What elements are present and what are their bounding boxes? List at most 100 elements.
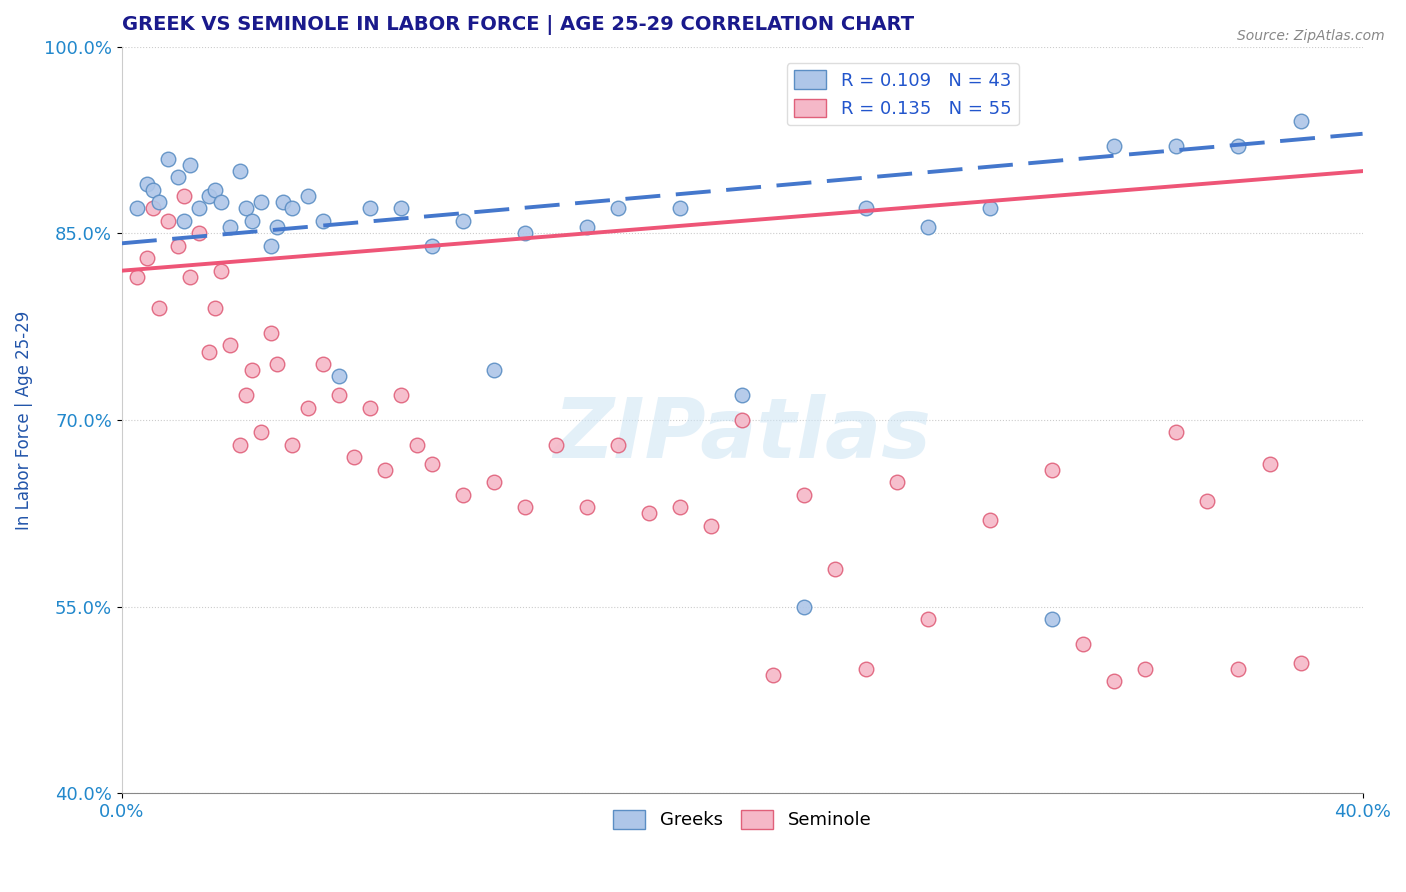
Point (271, 195, 294, 210)
Point (312, 214, 335, 228)
Point (793, 488, 815, 502)
Point (343, 450, 366, 465)
Point (793, 599, 815, 614)
Point (1289, 114, 1312, 128)
Point (197, 189, 219, 203)
Point (405, 438, 427, 452)
Point (731, 388, 754, 402)
Point (451, 488, 474, 502)
Point (546, 438, 568, 452)
Point (148, 301, 170, 315)
Point (359, 202, 381, 216)
Point (1040, 612, 1063, 626)
Point (979, 202, 1001, 216)
Text: Source: ZipAtlas.com: Source: ZipAtlas.com (1237, 29, 1385, 43)
Point (204, 183, 226, 197)
Point (260, 239, 283, 253)
Point (669, 202, 692, 216)
Point (142, 183, 165, 197)
Point (142, 202, 165, 216)
Point (281, 202, 304, 216)
Point (127, 202, 149, 216)
Point (281, 438, 304, 452)
Point (607, 202, 630, 216)
Point (219, 338, 242, 352)
Point (250, 195, 273, 210)
Point (420, 239, 443, 253)
Point (1135, 662, 1157, 676)
Point (127, 269, 149, 284)
Point (576, 220, 599, 235)
Point (482, 475, 505, 490)
Point (312, 357, 335, 371)
Point (209, 263, 232, 277)
Point (1104, 139, 1126, 153)
Point (389, 388, 412, 402)
Point (297, 401, 319, 415)
Point (173, 214, 195, 228)
Point (451, 214, 474, 228)
Point (135, 251, 157, 265)
Point (374, 463, 396, 477)
Point (1197, 494, 1219, 508)
Point (762, 668, 785, 682)
Point (855, 202, 877, 216)
Legend: Greeks, Seminole: Greeks, Seminole (606, 803, 879, 837)
Point (1104, 674, 1126, 689)
Point (260, 326, 283, 340)
Point (731, 413, 754, 427)
Point (1289, 656, 1312, 670)
Point (513, 500, 536, 515)
Point (1040, 463, 1063, 477)
Point (166, 170, 188, 185)
Point (1227, 662, 1250, 676)
Point (513, 227, 536, 241)
Point (228, 438, 250, 452)
Point (235, 388, 257, 402)
Point (228, 164, 250, 178)
Text: GREEK VS SEMINOLE IN LABOR FORCE | AGE 25-29 CORRELATION CHART: GREEK VS SEMINOLE IN LABOR FORCE | AGE 2… (122, 15, 914, 35)
Point (135, 177, 157, 191)
Point (420, 457, 443, 471)
Point (638, 506, 661, 520)
Point (1166, 425, 1188, 440)
Point (219, 220, 242, 235)
Point (917, 612, 939, 626)
Point (235, 202, 257, 216)
Point (855, 662, 877, 676)
Point (1073, 637, 1095, 651)
Point (700, 518, 723, 533)
Point (188, 227, 211, 241)
Point (389, 202, 412, 216)
Point (669, 500, 692, 515)
Point (266, 357, 288, 371)
Point (188, 202, 211, 216)
Point (240, 363, 263, 377)
Point (1258, 457, 1281, 471)
Point (607, 438, 630, 452)
Point (979, 512, 1001, 526)
Point (157, 214, 180, 228)
Point (359, 401, 381, 415)
Point (204, 301, 226, 315)
Point (148, 195, 170, 210)
Point (250, 425, 273, 440)
Point (576, 500, 599, 515)
Point (482, 363, 505, 377)
Point (179, 269, 201, 284)
Point (824, 562, 846, 576)
Point (1166, 139, 1188, 153)
Point (328, 388, 350, 402)
Point (209, 195, 232, 210)
Point (157, 152, 180, 166)
Point (917, 220, 939, 235)
Text: ZIPatlas: ZIPatlas (553, 394, 931, 475)
Point (166, 239, 188, 253)
Point (179, 158, 201, 172)
Point (173, 189, 195, 203)
Point (240, 214, 263, 228)
Point (1227, 139, 1250, 153)
Point (297, 189, 319, 203)
Y-axis label: In Labor Force | Age 25-29: In Labor Force | Age 25-29 (15, 310, 32, 530)
Point (266, 220, 288, 235)
